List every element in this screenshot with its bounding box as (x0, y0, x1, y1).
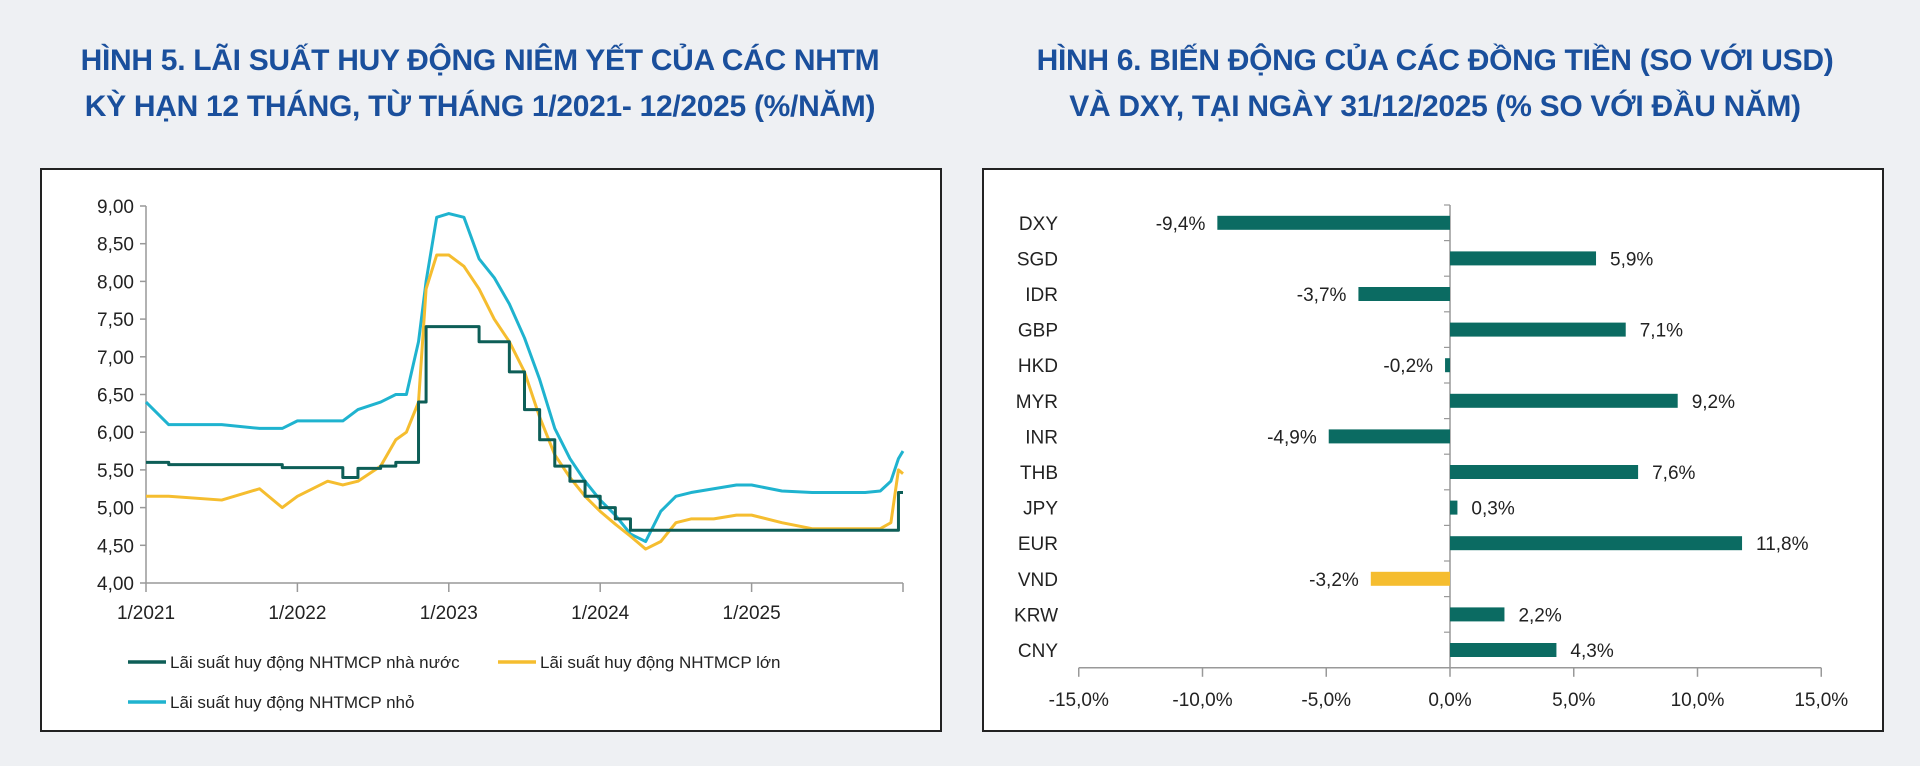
figure6-title: HÌNH 6. BIẾN ĐỘNG CỦA CÁC ĐỒNG TIỀN (SO … (975, 38, 1895, 130)
bar-row-vnd: VND -3,2% (1018, 570, 1450, 591)
bar-row-sgd: SGD 5,9% (1017, 249, 1654, 270)
y-tick-label: 4,00 (97, 574, 134, 595)
bar-value-label: -0,2% (1383, 356, 1433, 377)
value-tick-label: -5,0% (1301, 690, 1351, 711)
bar-row-thb: THB 7,6% (1020, 463, 1696, 484)
bar-row-gbp: GBP 7,1% (1018, 321, 1683, 342)
bar-value-label: 4,3% (1570, 641, 1613, 662)
legend-label: Lãi suất huy động NHTMCP nhà nước (170, 653, 460, 672)
bar-row-myr: MYR 9,2% (1016, 392, 1735, 413)
value-tick-label: -15,0% (1049, 690, 1109, 711)
y-tick-label: 7,00 (97, 348, 134, 369)
bar-value-label: -9,4% (1156, 214, 1206, 235)
value-tick-label: 10,0% (1671, 690, 1725, 711)
bar (1217, 215, 1450, 230)
x-tick-label: 1/2021 (117, 603, 175, 624)
y-tick-label: 6,00 (97, 423, 134, 444)
bar-row-hkd: HKD -0,2% (1018, 356, 1450, 377)
y-tick-label: 8,50 (97, 235, 134, 256)
y-tick-label: 9,00 (97, 197, 134, 218)
category-label: JPY (1023, 499, 1058, 520)
bar-row-dxy: DXY -9,4% (1019, 214, 1450, 235)
currency-change-bar-chart: -15,0% -10,0% -5,0% 0,0% 5,0% 10,0% 15,0% DXY -9… (1014, 204, 1848, 711)
bar-value-label: -4,9% (1267, 427, 1317, 448)
y-tick-label: 8,00 (97, 272, 134, 293)
category-label: EUR (1018, 534, 1058, 555)
category-label: KRW (1014, 605, 1058, 626)
bar-value-label: -3,7% (1297, 285, 1347, 306)
series-line-2 (144, 212, 905, 544)
bar-value-label: 2,2% (1518, 605, 1561, 626)
bar-chart-panel: -15,0% -10,0% -5,0% 0,0% 5,0% 10,0% 15,0% DXY -9… (982, 168, 1884, 732)
series-line-0 (146, 325, 903, 532)
bar-row-cny: CNY 4,3% (1018, 641, 1614, 662)
bar (1445, 358, 1450, 373)
figure5-title: HÌNH 5. LÃI SUẤT HUY ĐỘNG NIÊM YẾT CỦA C… (20, 38, 940, 130)
category-label: INR (1025, 427, 1058, 448)
legend-item: Lãi suất huy động NHTMCP lớn (498, 653, 780, 672)
bar (1450, 322, 1626, 337)
bar-value-label: 0,3% (1471, 499, 1514, 520)
figure6-title-line1: HÌNH 6. BIẾN ĐỘNG CỦA CÁC ĐỒNG TIỀN (SO … (1036, 44, 1834, 77)
value-tick-label: -10,0% (1172, 690, 1232, 711)
bar-row-jpy: JPY 0,3% (1023, 499, 1515, 520)
category-label: THB (1020, 463, 1058, 484)
y-tick-label: 7,50 (97, 310, 134, 331)
legend-item: Lãi suất huy động NHTMCP nhà nước (128, 653, 460, 672)
bar-value-label: 7,1% (1640, 321, 1683, 342)
bar-row-inr: INR -4,9% (1025, 427, 1450, 448)
legend-label: Lãi suất huy động NHTMCP nhỏ (170, 693, 414, 712)
bar-value-label: 11,8% (1756, 534, 1809, 555)
category-label: HKD (1018, 356, 1058, 377)
value-tick-label: 5,0% (1552, 690, 1595, 711)
interest-rate-line-chart: 9,00 8,50 8,00 7,50 7,00 6,50 6,00 5,50 5,00 4,50… (97, 197, 905, 712)
y-tick-label: 5,00 (97, 499, 134, 520)
x-tick-label: 1/2024 (571, 603, 630, 624)
y-tick-label: 5,50 (97, 461, 134, 482)
category-label: IDR (1025, 285, 1058, 306)
bar (1450, 500, 1458, 515)
bar (1450, 465, 1639, 479)
category-label: GBP (1018, 321, 1058, 342)
bar (1370, 571, 1450, 586)
bar (1450, 393, 1678, 408)
bar-value-label: 5,9% (1610, 249, 1653, 270)
legend-label: Lãi suất huy động NHTMCP lớn (540, 653, 780, 672)
line-chart-panel: 9,00 8,50 8,00 7,50 7,00 6,50 6,00 5,50 5,00 4,50… (40, 168, 942, 732)
bar (1328, 429, 1450, 444)
y-tick-label: 4,50 (97, 536, 134, 557)
category-label: DXY (1019, 214, 1058, 235)
category-label: CNY (1018, 641, 1058, 662)
bar-value-label: 9,2% (1692, 392, 1735, 413)
x-tick-label: 1/2025 (723, 603, 781, 624)
bar (1450, 251, 1597, 266)
bar (1358, 287, 1450, 301)
bar-row-idr: IDR -3,7% (1025, 285, 1450, 306)
y-tick-label: 6,50 (97, 386, 134, 407)
bar-value-label: -3,2% (1309, 570, 1359, 591)
value-tick-label: 0,0% (1428, 690, 1471, 711)
category-label: SGD (1017, 249, 1058, 270)
bar (1450, 536, 1743, 551)
category-label: VND (1018, 570, 1058, 591)
figure5-title-line1: HÌNH 5. LÃI SUẤT HUY ĐỘNG NIÊM YẾT CỦA C… (80, 44, 880, 77)
legend-item: Lãi suất huy động NHTMCP nhỏ (128, 693, 414, 712)
figure6-title-line2: VÀ DXY, TẠI NGÀY 31/12/2025 (% SO VỚI ĐẦ… (1069, 90, 1801, 123)
x-tick-label: 1/2022 (268, 603, 326, 624)
bar-value-label: 7,6% (1652, 463, 1695, 484)
figure5-title-line2: KỲ HẠN 12 THÁNG, TỪ THÁNG 1/2021- 12/202… (84, 90, 876, 123)
bar-row-krw: KRW 2,2% (1014, 605, 1562, 626)
value-tick-label: 15,0% (1794, 690, 1848, 711)
bar (1450, 607, 1505, 622)
bar (1450, 643, 1557, 657)
bar-row-eur: EUR 11,8% (1018, 534, 1809, 555)
x-tick-label: 1/2023 (420, 603, 478, 624)
category-label: MYR (1016, 392, 1058, 413)
